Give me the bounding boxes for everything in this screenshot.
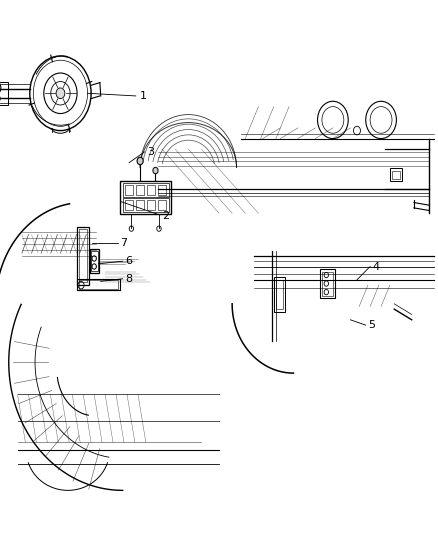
Bar	[79, 229, 87, 282]
Bar	[123, 198, 169, 212]
Bar	[91, 251, 98, 271]
Bar	[390, 168, 402, 181]
Text: 4: 4	[372, 262, 379, 271]
Bar	[125, 200, 133, 210]
Bar	[322, 272, 333, 296]
Bar	[158, 200, 166, 210]
Text: 2: 2	[162, 211, 169, 221]
Text: 7: 7	[120, 238, 127, 247]
Text: 6: 6	[125, 256, 132, 266]
Bar	[136, 200, 144, 210]
Bar	[392, 171, 400, 179]
Bar	[147, 200, 155, 210]
Bar	[136, 185, 144, 195]
Text: 5: 5	[368, 320, 375, 330]
Bar	[274, 277, 285, 312]
Circle shape	[56, 88, 65, 99]
Text: 8: 8	[125, 274, 132, 284]
Bar	[90, 249, 99, 273]
Circle shape	[137, 157, 143, 165]
Bar	[79, 280, 118, 289]
Bar	[120, 181, 171, 214]
Bar	[125, 185, 133, 195]
Bar	[123, 183, 169, 197]
Text: 1: 1	[140, 91, 147, 101]
Circle shape	[153, 167, 158, 174]
Bar	[77, 227, 89, 285]
Bar	[77, 279, 120, 290]
Bar	[158, 185, 166, 195]
Bar	[0, 82, 8, 105]
Bar	[147, 185, 155, 195]
Bar	[276, 280, 283, 309]
Text: 3: 3	[147, 147, 154, 157]
Bar	[320, 269, 335, 298]
